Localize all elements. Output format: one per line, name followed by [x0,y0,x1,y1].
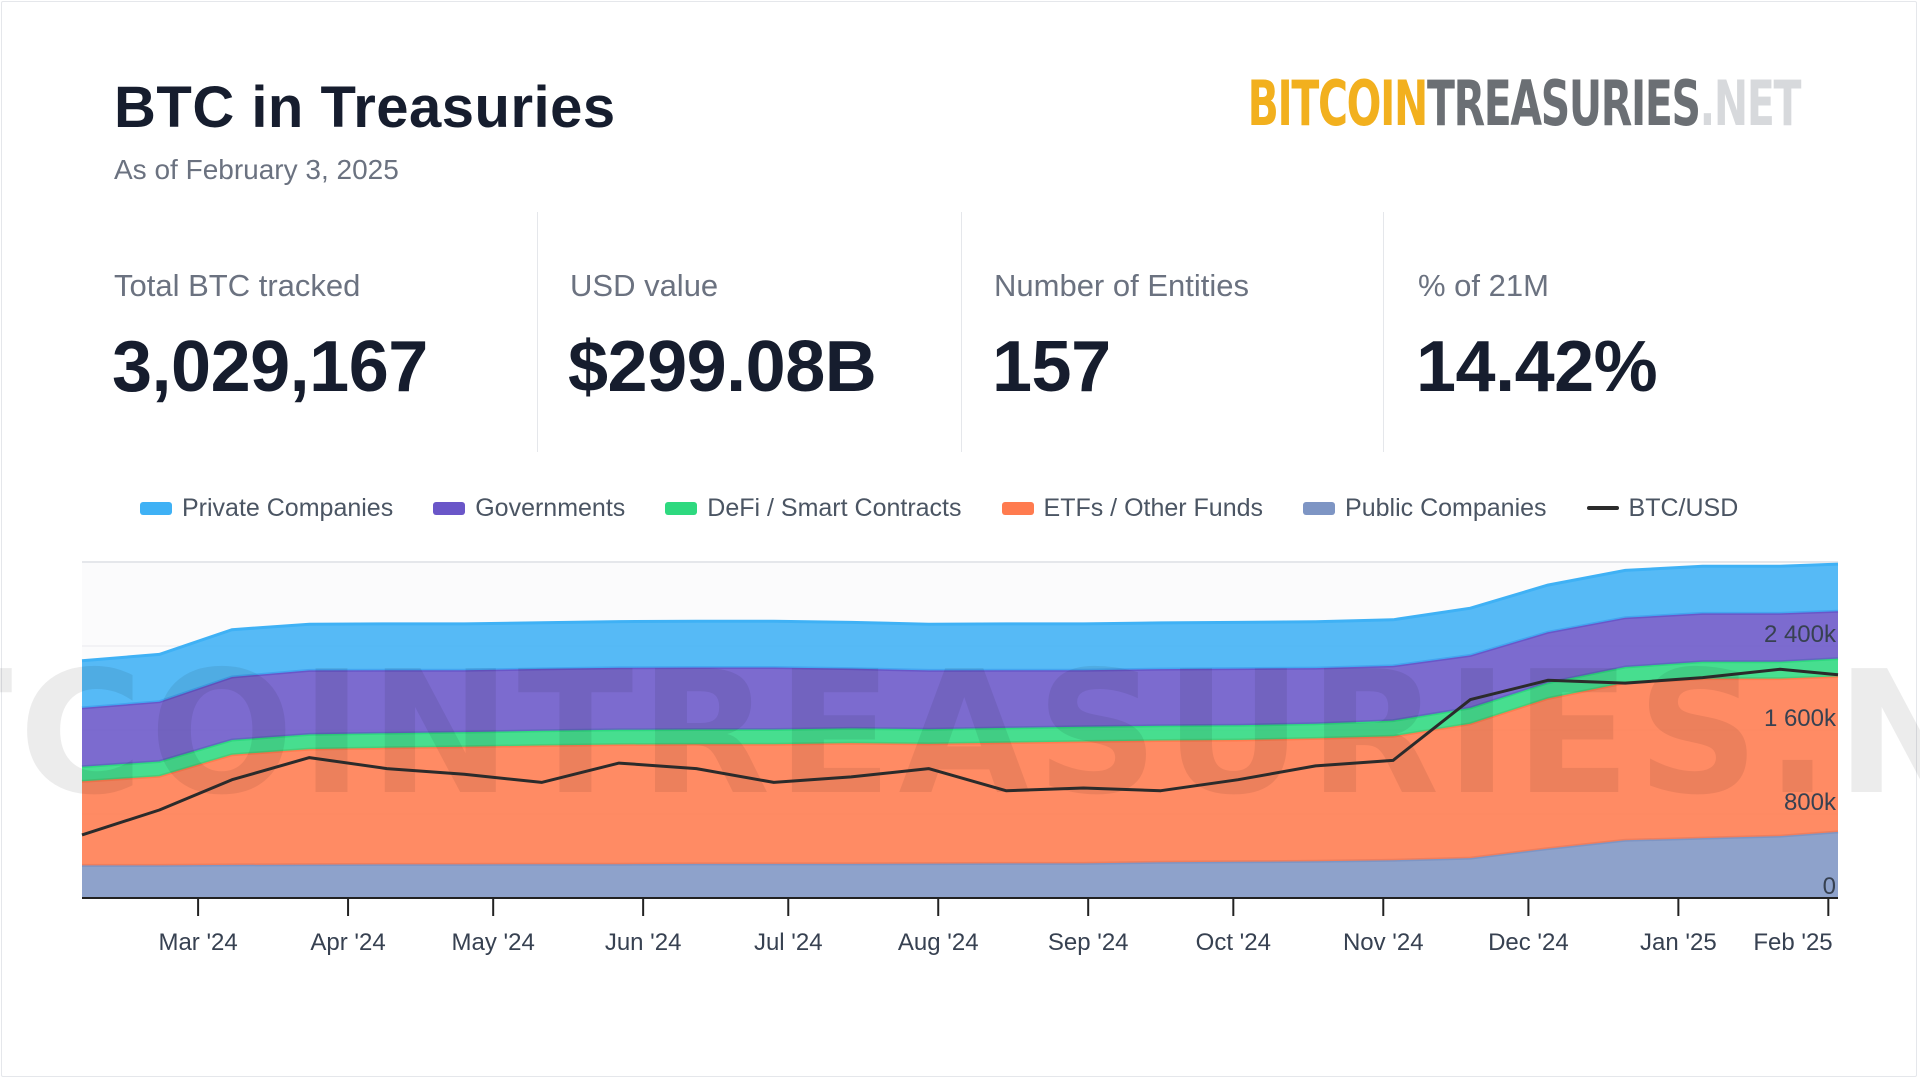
legend-swatch [433,501,466,515]
area-private-companies [82,564,1838,708]
stat-value: 3,029,167 [112,327,428,407]
x-tick-label: Nov '24 [1343,929,1424,956]
legend-item-public-companies[interactable]: Public Companies [1303,494,1547,523]
stat-divider [537,212,538,452]
x-tick-label: Mar '24 [158,929,237,956]
legend-item-private-companies[interactable]: Private Companies [140,494,393,523]
stat-value: 14.42% [1416,327,1658,407]
btc-treasuries-chart: BITCOINTREASURIES.NET 0 800k 1 600k 2 400k Ma… [0,561,1920,956]
logo-part-treasuries: TREASURIES [1426,67,1701,140]
x-tick-label: Jan '25 [1640,929,1717,956]
watermark-text: BITCOINTREASURIES.NET [0,635,1920,833]
legend-item-etfs[interactable]: ETFs / Other Funds [1001,493,1264,523]
stat-value: $299.08B [568,327,877,407]
area-defi-smart-contracts [82,658,1838,782]
legend-label: Private Companies [182,493,394,522]
area-governments [82,611,1838,767]
chart-legend: Private Companies Governments DeFi / Sma… [140,490,1738,526]
x-tick-label: Sep '24 [1048,929,1129,956]
stat-label: USD value [570,268,719,303]
y-tick-label: 1 600k [1764,705,1837,732]
legend-item-btc-usd[interactable]: BTC/USD [1586,493,1739,523]
x-tick-label: May '24 [452,929,535,956]
y-tick-label: 2 400k [1764,621,1837,648]
area-edge-private-companies [81,562,1839,663]
x-tick-label: Oct '24 [1196,929,1271,956]
legend-swatch [665,501,698,515]
stat-divider [1383,212,1384,452]
legend-swatch [1001,501,1034,515]
stat-label: Total BTC tracked [114,268,361,303]
area-etfs-other-funds [82,676,1838,866]
logo-part-net: .NET [1699,67,1802,140]
legend-swatch [140,501,172,515]
as-of-date: As of February 3, 2025 [114,154,399,185]
legend-line-swatch [1586,506,1619,510]
bitcointreasuries-logo[interactable]: BITCOINTREASURIES.NET [1247,67,1802,140]
stat-divider [961,212,962,452]
x-tick-label: Jun '24 [605,929,682,956]
stat-label: Number of Entities [994,268,1249,303]
y-tick-label: 0 [1823,873,1836,900]
stat-value: 157 [992,327,1111,407]
page-title: BTC in Treasuries [114,75,616,140]
x-tick-label: Jul '24 [754,929,823,956]
x-tick-label: Dec '24 [1488,929,1569,956]
legend-swatch [1303,501,1336,515]
legend-label: Public Companies [1345,493,1547,522]
stat-label: % of 21M [1418,268,1549,303]
legend-label: BTC/USD [1628,493,1739,522]
btc-usd-line [81,667,1839,837]
logo-part-bitcoin: BITCOIN [1247,67,1429,140]
legend-label: Governments [475,493,626,522]
y-tick-label: 800k [1784,789,1837,816]
legend-item-governments[interactable]: Governments [433,494,625,523]
x-tick-label: Apr '24 [310,929,385,956]
legend-item-defi[interactable]: DeFi / Smart Contracts [665,493,962,523]
legend-label: ETFs / Other Funds [1043,493,1264,522]
legend-label: DeFi / Smart Contracts [707,493,962,522]
x-tick-label: Aug '24 [898,929,979,956]
x-tick-label: Feb '25 [1753,929,1832,956]
